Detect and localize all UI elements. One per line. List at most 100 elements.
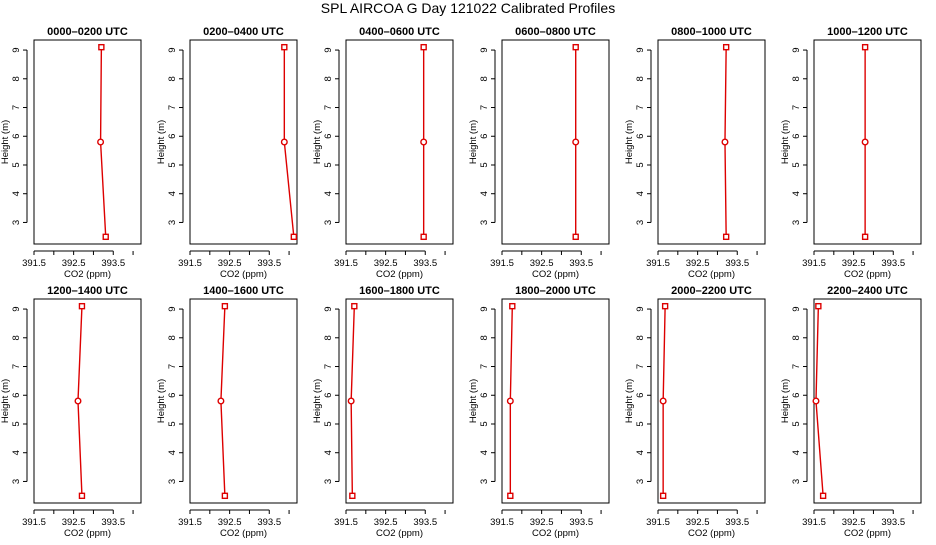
data-point-square: [221, 302, 229, 310]
x-tick-label: 391.5: [22, 258, 46, 269]
panel-title: 1200–1400 UTC: [47, 285, 128, 297]
y-tick-label: 9: [11, 47, 22, 52]
y-tick-label: 4: [635, 191, 646, 196]
y-tick-label: 3: [323, 479, 334, 484]
y-tick-label: 4: [479, 191, 490, 196]
y-tick-label: 8: [323, 76, 334, 81]
x-tick-label: 393.5: [257, 258, 281, 269]
y-tick-label: 3: [479, 220, 490, 225]
x-tick-label: 392.5: [842, 517, 866, 528]
y-tick-label: 7: [11, 364, 22, 369]
x-tick-label: 393.5: [413, 517, 437, 528]
y-axis-label: Height (m): [468, 379, 479, 423]
data-point-square: [78, 302, 86, 310]
y-tick-label: 7: [791, 364, 802, 369]
y-tick-label: 4: [11, 450, 22, 455]
x-tick-label: 391.5: [22, 517, 46, 528]
data-point-square: [819, 492, 827, 500]
x-axis-label: CO2 (ppm): [844, 269, 891, 280]
y-tick-label: 6: [323, 393, 334, 398]
x-tick-label: 393.5: [881, 517, 905, 528]
data-point-square: [420, 233, 427, 241]
y-tick-label: 7: [323, 105, 334, 110]
x-tick-label: 391.5: [178, 258, 202, 269]
y-tick-label: 6: [11, 134, 22, 139]
panel-title: 2000–2200 UTC: [671, 285, 752, 297]
plot-frame: [33, 39, 142, 245]
plot-frame: [657, 298, 766, 504]
y-tick-label: 7: [479, 364, 490, 369]
y-tick-label: 7: [479, 105, 490, 110]
x-axis-label: CO2 (ppm): [532, 528, 579, 539]
x-tick-label: 393.5: [101, 517, 125, 528]
y-axis-label: Height (m): [624, 379, 635, 423]
data-point-square: [572, 233, 579, 241]
y-tick-label: 8: [11, 335, 22, 340]
panel-title: 0000–0200 UTC: [47, 26, 128, 38]
y-tick-label: 5: [791, 162, 802, 167]
x-tick-label: 391.5: [334, 258, 358, 269]
y-tick-label: 8: [167, 76, 178, 81]
data-point-circle: [97, 138, 105, 146]
y-tick-label: 4: [791, 450, 802, 455]
data-point-square: [102, 233, 109, 241]
y-axis-label: Height (m): [780, 379, 791, 423]
y-tick-label: 4: [791, 191, 802, 196]
plot-frame: [813, 39, 922, 245]
y-tick-label: 3: [635, 220, 646, 225]
y-tick-label: 6: [479, 134, 490, 139]
y-tick-label: 9: [479, 47, 490, 52]
x-tick-label: 392.5: [530, 258, 554, 269]
y-tick-label: 9: [791, 306, 802, 311]
x-tick-label: 391.5: [802, 517, 826, 528]
y-tick-label: 7: [791, 105, 802, 110]
plot-frame: [189, 39, 298, 245]
panel-title: 0600–0800 UTC: [515, 26, 596, 38]
x-tick-label: 391.5: [334, 517, 358, 528]
y-tick-label: 3: [167, 220, 178, 225]
y-tick-label: 4: [167, 450, 178, 455]
panel-title: 1800–2000 UTC: [515, 285, 596, 297]
panel-title: 1600–1800 UTC: [359, 285, 440, 297]
data-point-square: [78, 492, 86, 500]
plot-frame: [813, 298, 922, 504]
x-axis-label: CO2 (ppm): [688, 269, 735, 280]
x-tick-label: 392.5: [842, 258, 866, 269]
panel-title: 0400–0600 UTC: [359, 26, 440, 38]
y-tick-label: 6: [791, 134, 802, 139]
y-tick-label: 8: [323, 335, 334, 340]
y-tick-label: 3: [635, 479, 646, 484]
x-axis-label: CO2 (ppm): [376, 528, 423, 539]
data-point-circle: [659, 397, 667, 405]
y-tick-label: 8: [11, 76, 22, 81]
y-axis-label: Height (m): [312, 379, 323, 423]
y-axis-label: Height (m): [780, 120, 791, 164]
x-tick-label: 391.5: [646, 258, 670, 269]
x-tick-label: 392.5: [686, 517, 710, 528]
panel-title: 1400–1600 UTC: [203, 285, 284, 297]
y-tick-label: 7: [635, 364, 646, 369]
y-tick-label: 5: [167, 162, 178, 167]
y-axis-label: Height (m): [624, 120, 635, 164]
data-point-square: [98, 43, 105, 51]
x-tick-label: 393.5: [257, 517, 281, 528]
x-tick-label: 393.5: [569, 517, 593, 528]
data-point-square: [281, 43, 288, 51]
y-tick-label: 8: [479, 335, 490, 340]
y-tick-label: 5: [635, 421, 646, 426]
y-tick-label: 5: [479, 421, 490, 426]
x-axis-label: CO2 (ppm): [220, 528, 267, 539]
y-tick-label: 9: [323, 306, 334, 311]
x-tick-label: 392.5: [686, 258, 710, 269]
x-tick-label: 391.5: [646, 517, 670, 528]
x-axis-label: CO2 (ppm): [532, 269, 579, 280]
y-tick-label: 6: [323, 134, 334, 139]
